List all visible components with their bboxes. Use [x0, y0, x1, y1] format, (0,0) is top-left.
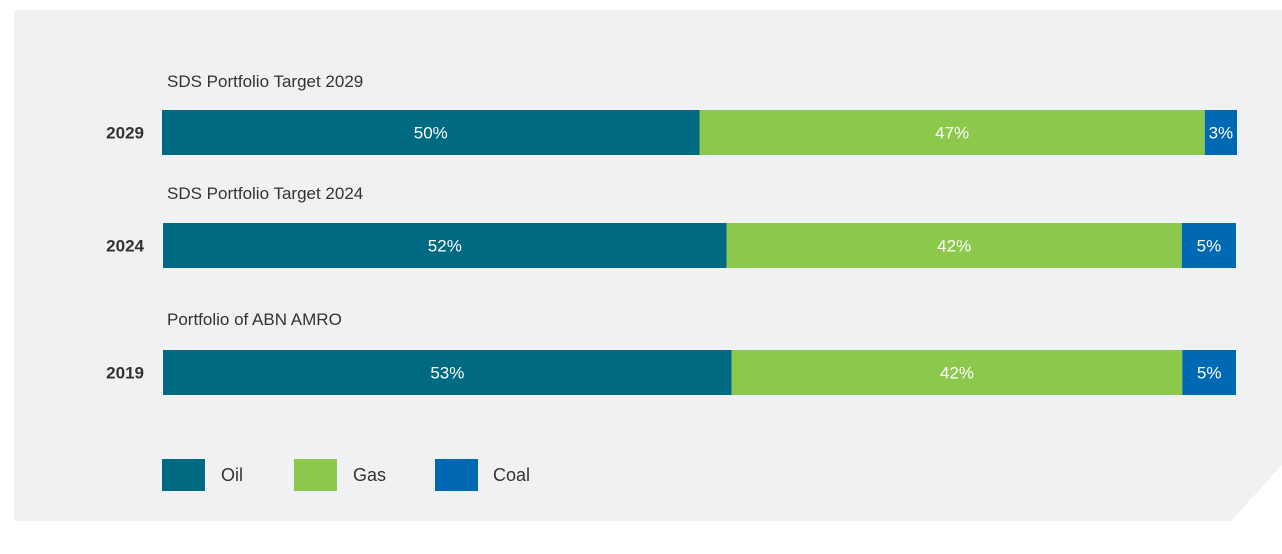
data-label: 52%: [428, 237, 462, 256]
year-label: 2019: [106, 364, 144, 383]
data-label: 3%: [1209, 124, 1234, 143]
legend-swatch-gas: [294, 459, 337, 491]
data-label: 5%: [1197, 237, 1222, 256]
data-label: 50%: [414, 124, 448, 143]
row-caption: SDS Portfolio Target 2029: [167, 72, 363, 91]
data-label: 42%: [937, 237, 971, 256]
legend-swatch-coal: [435, 459, 478, 491]
data-label: 42%: [940, 364, 974, 383]
bar-segment-gas: [699, 110, 1205, 155]
row-caption: Portfolio of ABN AMRO: [167, 310, 342, 329]
year-label: 2024: [106, 237, 144, 256]
legend-label: Oil: [221, 465, 243, 485]
legend-swatch-oil: [162, 459, 205, 491]
legend-label: Gas: [353, 465, 386, 485]
row-caption: SDS Portfolio Target 2024: [167, 184, 363, 203]
data-label: 47%: [935, 124, 969, 143]
bar-segment-gas: [726, 223, 1182, 268]
bar-segment-oil: [162, 110, 700, 155]
bar-segment-coal: [1181, 223, 1236, 268]
legend-label: Coal: [493, 465, 530, 485]
bar-segment-oil: [163, 350, 732, 395]
year-label: 2029: [106, 124, 144, 143]
bar-segment-oil: [163, 223, 727, 268]
bar-segment-gas: [731, 350, 1183, 395]
bar-segment-coal: [1204, 110, 1237, 155]
data-label: 5%: [1197, 364, 1222, 383]
data-label: 53%: [430, 364, 464, 383]
bar-segment-coal: [1182, 350, 1236, 395]
